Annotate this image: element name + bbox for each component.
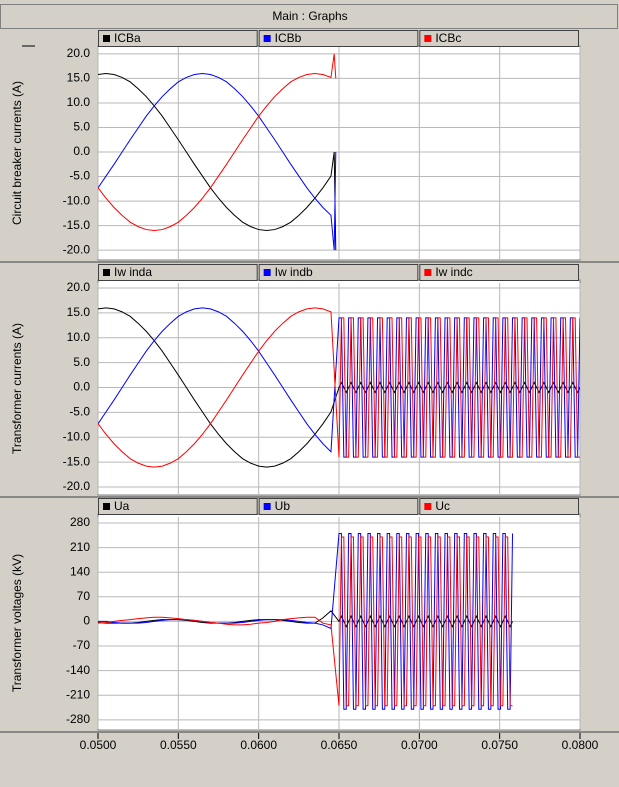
window-title: Main : Graphs bbox=[272, 9, 347, 23]
legend-button bbox=[98, 264, 258, 281]
legend-label: ICBa bbox=[114, 31, 141, 45]
y-tick-label: 5.0 bbox=[73, 355, 90, 369]
y-tick-label: -15.0 bbox=[63, 454, 91, 468]
legend-label: Uc bbox=[435, 499, 450, 513]
legend-button bbox=[419, 264, 580, 281]
series-line bbox=[98, 536, 513, 707]
legend-swatch bbox=[424, 503, 432, 510]
y-tick-label: 10.0 bbox=[67, 95, 91, 109]
series-line bbox=[98, 72, 337, 251]
x-tick-label: 0.0700 bbox=[401, 738, 438, 752]
y-tick-label: -15.0 bbox=[63, 218, 91, 232]
title-bar bbox=[0, 4, 618, 29]
y-tick-label: -10.0 bbox=[63, 193, 91, 207]
x-tick-label: 0.0500 bbox=[80, 738, 117, 752]
y-tick-label: -10.0 bbox=[63, 429, 91, 443]
legend-label: Ua bbox=[114, 499, 130, 513]
y-tick-label: 0 bbox=[83, 614, 90, 628]
y-tick-label: 280 bbox=[70, 515, 90, 529]
y-tick-label: 10.0 bbox=[67, 330, 91, 344]
x-tick-label: 0.0550 bbox=[160, 738, 197, 752]
y-tick-label: 15.0 bbox=[67, 305, 91, 319]
y-tick-label: 140 bbox=[70, 564, 90, 578]
x-tick-label: 0.0650 bbox=[321, 738, 358, 752]
legend-button bbox=[419, 30, 580, 47]
series-line bbox=[98, 53, 337, 232]
legend-swatch bbox=[424, 35, 432, 42]
series-line bbox=[98, 533, 514, 710]
y-tick-label: 20.0 bbox=[67, 280, 91, 294]
legend-button bbox=[258, 498, 419, 515]
series-line bbox=[98, 307, 580, 468]
y-axis-title: Circuit breaker currents (A) bbox=[10, 81, 24, 225]
legend-swatch bbox=[103, 35, 110, 42]
series-line bbox=[98, 72, 337, 251]
y-tick-label: 0.0 bbox=[73, 144, 90, 158]
y-tick-label: -140 bbox=[66, 663, 90, 677]
legend-button bbox=[419, 498, 580, 515]
y-tick-label: -280 bbox=[66, 712, 90, 726]
y-axis-title: Transformer currents (A) bbox=[10, 323, 24, 454]
legend-button bbox=[258, 264, 419, 281]
legend-swatch bbox=[263, 503, 271, 510]
legend-swatch bbox=[263, 35, 271, 42]
x-tick-label: 0.0800 bbox=[562, 738, 599, 752]
legend-button bbox=[98, 498, 258, 515]
y-tick-label: 5.0 bbox=[73, 120, 90, 134]
y-tick-label: 20.0 bbox=[67, 46, 91, 60]
legend-label: Ub bbox=[275, 499, 291, 513]
y-tick-label: -20.0 bbox=[63, 242, 91, 256]
y-tick-label: -5.0 bbox=[69, 405, 90, 419]
legend-label: Iw indb bbox=[275, 265, 313, 279]
legend-label: ICBc bbox=[435, 31, 461, 45]
legend-label: ICBb bbox=[275, 31, 302, 45]
x-tick-label: 0.0750 bbox=[481, 738, 518, 752]
y-tick-label: 0.0 bbox=[73, 380, 90, 394]
legend-swatch bbox=[424, 269, 432, 276]
legend-swatch bbox=[103, 503, 110, 510]
y-tick-label: -70 bbox=[73, 638, 91, 652]
y-tick-label: 70 bbox=[77, 589, 91, 603]
legend-swatch bbox=[263, 269, 271, 276]
y-tick-label: 210 bbox=[70, 540, 90, 554]
legend-swatch bbox=[103, 269, 110, 276]
y-axis-title: Transformer voltages (kV) bbox=[10, 554, 24, 692]
y-tick-label: -5.0 bbox=[69, 169, 90, 183]
series-line bbox=[98, 610, 513, 628]
legend-button bbox=[258, 30, 419, 47]
y-tick-label: -20.0 bbox=[63, 479, 91, 493]
legend-button bbox=[98, 30, 258, 47]
legend-label: Iw inda bbox=[114, 265, 152, 279]
x-tick-label: 0.0600 bbox=[240, 738, 277, 752]
y-tick-label: 15.0 bbox=[67, 71, 91, 85]
legend-label: Iw indc bbox=[435, 265, 472, 279]
y-tick-label: -210 bbox=[66, 687, 90, 701]
